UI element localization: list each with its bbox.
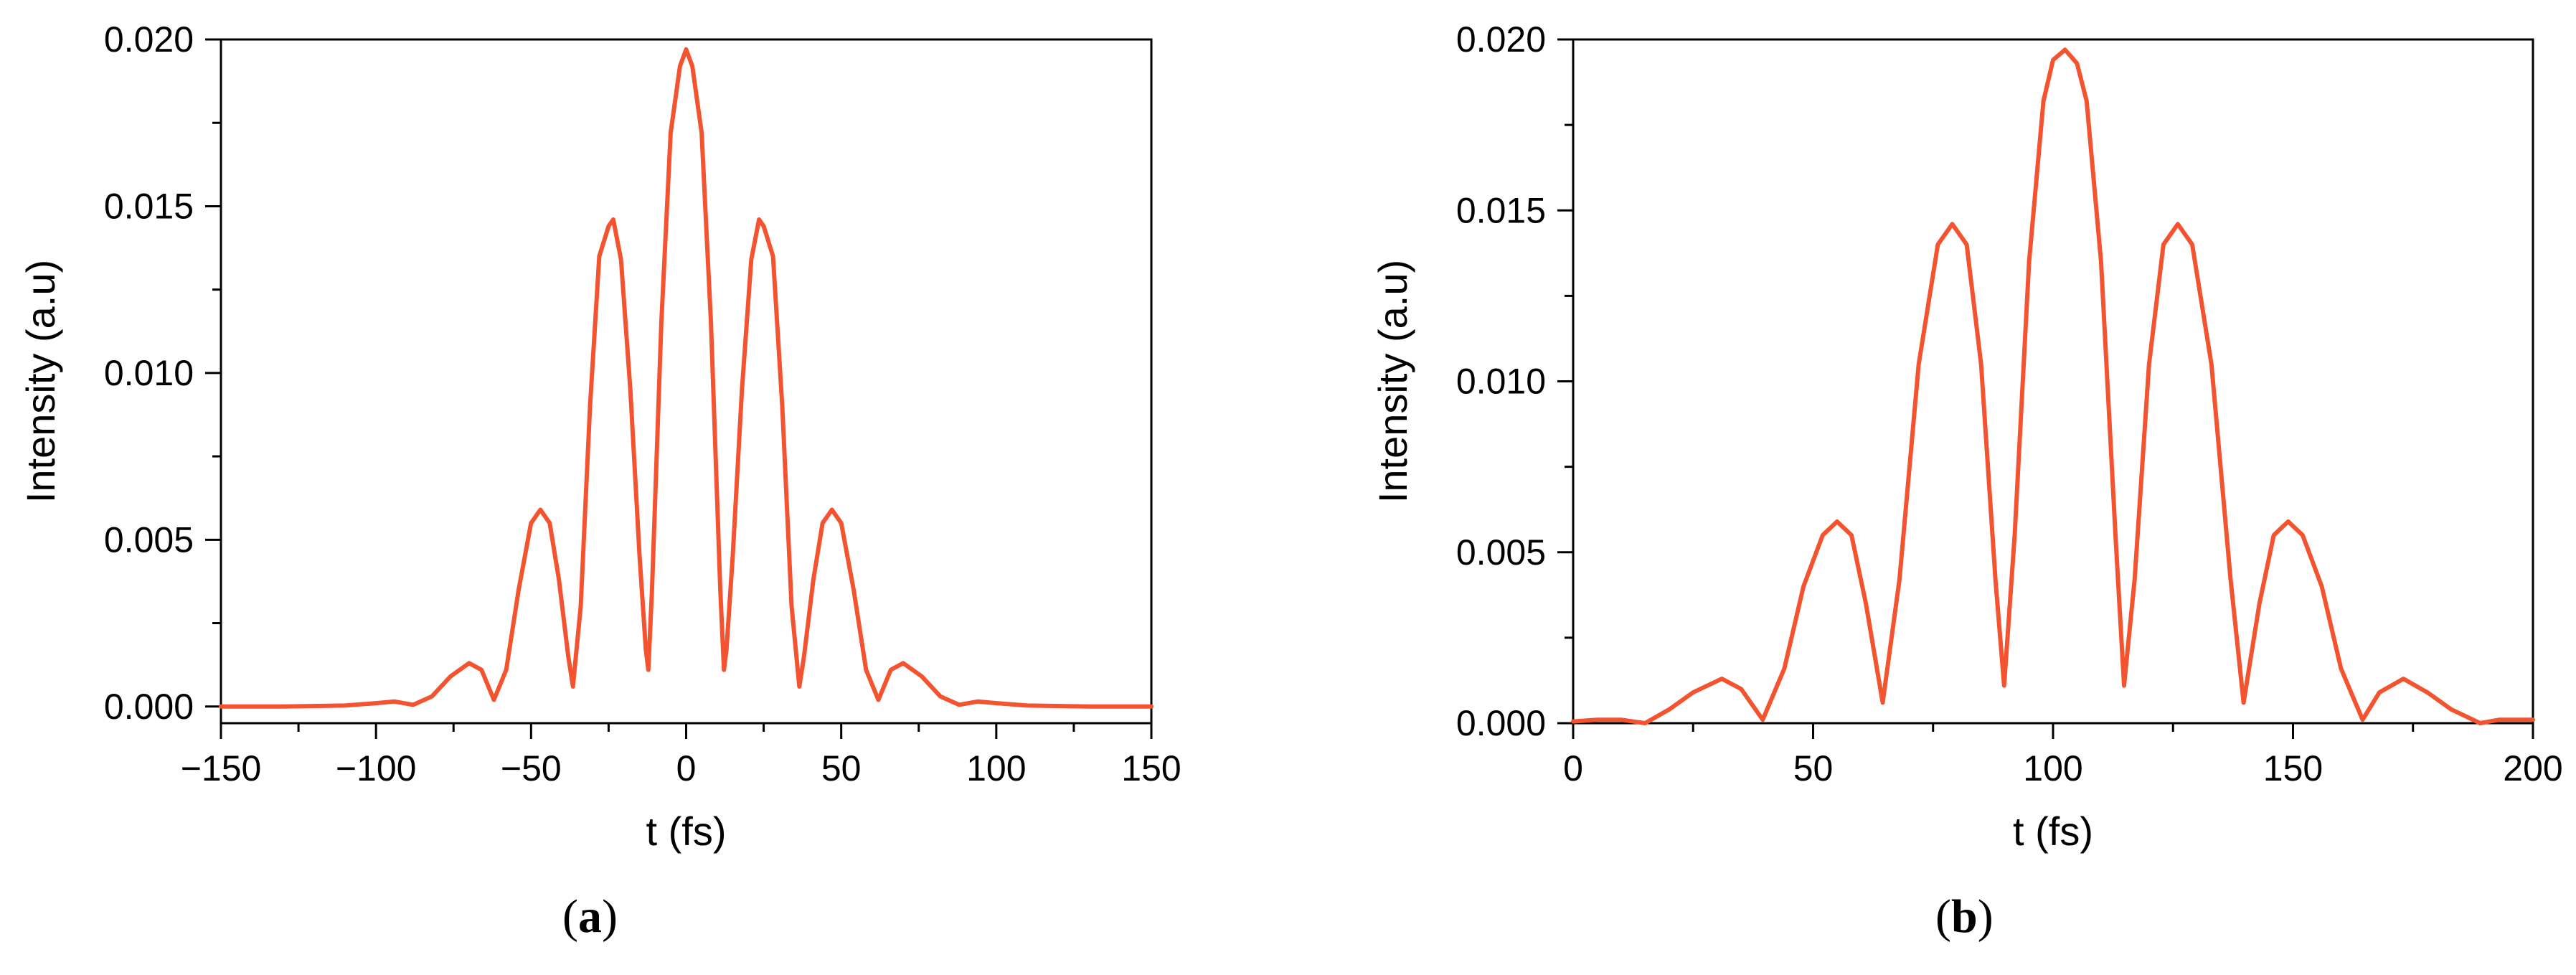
- y-tick-label-a: 0.020: [104, 19, 194, 60]
- panel-label-a-open: (: [562, 890, 578, 943]
- panel-label-b-letter: b: [1950, 890, 1978, 943]
- y-tick-label-b: 0.000: [1456, 703, 1546, 743]
- y-tick-label-a: 0.005: [104, 519, 194, 560]
- panel-label-a: (a): [562, 890, 618, 944]
- plot-frame-b: [1572, 38, 2534, 725]
- x-tick-label-a: 100: [966, 748, 1026, 788]
- panel-label-b: (b): [1935, 890, 1994, 944]
- y-tick-label-b: 0.010: [1456, 362, 1546, 402]
- x-tick-label-b: 0: [1563, 748, 1583, 788]
- x-tick-label-b: 200: [2503, 748, 2562, 788]
- y-axis-title-b: Intensity (a.u): [1370, 260, 1415, 503]
- panel-label-a-close: ): [601, 890, 618, 943]
- x-axis-title-b: t (fs): [2013, 809, 2093, 854]
- x-tick-label-a: −100: [336, 748, 417, 788]
- x-tick-label-a: 50: [821, 748, 862, 788]
- y-tick-label-a: 0.010: [104, 353, 194, 393]
- y-tick-label-b: 0.015: [1456, 190, 1546, 230]
- y-axis-title-a: Intensity (a.u): [18, 260, 63, 503]
- y-tick-label-b: 0.020: [1456, 19, 1546, 60]
- series-line-a-0: [219, 47, 1153, 709]
- y-tick-label-b: 0.005: [1456, 532, 1546, 573]
- panel-label-b-open: (: [1935, 890, 1951, 943]
- x-axis-title-a: t (fs): [646, 809, 727, 854]
- x-tick-label-b: 100: [2023, 748, 2082, 788]
- y-tick-label-a: 0.000: [104, 687, 194, 727]
- y-tick-label-a: 0.015: [104, 186, 194, 226]
- x-tick-label-a: 150: [1121, 748, 1181, 788]
- x-tick-label-a: −150: [181, 748, 262, 788]
- x-tick-label-a: −50: [501, 748, 562, 788]
- x-tick-label-b: 150: [2263, 748, 2323, 788]
- x-tick-label-b: 50: [1793, 748, 1834, 788]
- series-line-b-0: [1571, 47, 2535, 725]
- x-tick-label-a: 0: [676, 748, 697, 788]
- panel-label-b-close: ): [1977, 890, 1994, 943]
- panel-label-a-letter: a: [577, 890, 602, 943]
